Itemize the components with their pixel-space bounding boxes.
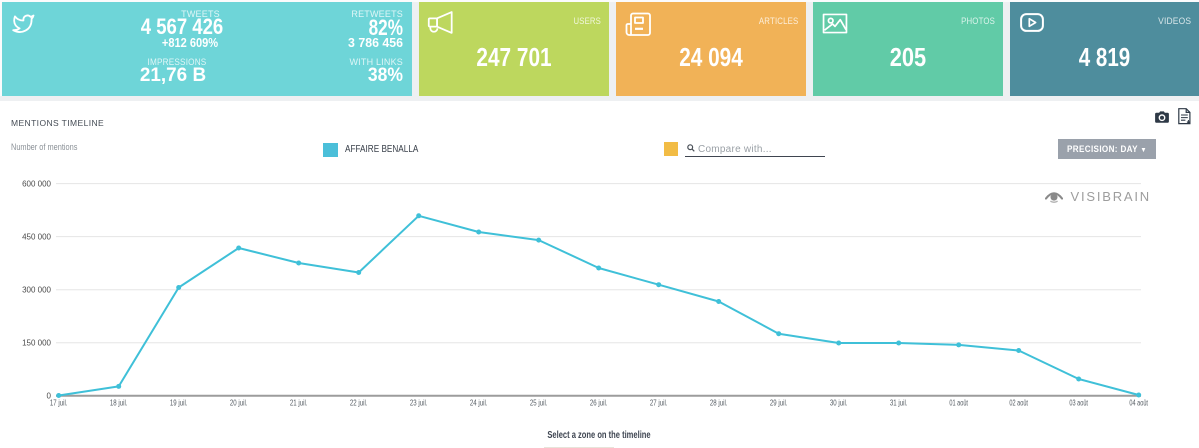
svg-text:21 juil.: 21 juil. — [290, 399, 308, 408]
svg-text:02 août: 02 août — [1009, 399, 1028, 408]
svg-text:25 juil.: 25 juil. — [530, 399, 548, 408]
svg-text:150 000: 150 000 — [22, 339, 51, 348]
svg-text:600 000: 600 000 — [22, 180, 51, 189]
svg-text:28 juil.: 28 juil. — [710, 399, 728, 408]
svg-text:29 juil.: 29 juil. — [770, 399, 788, 408]
svg-text:24 juil.: 24 juil. — [470, 399, 488, 408]
svg-text:17 juil.: 17 juil. — [50, 399, 68, 408]
svg-text:19 juil.: 19 juil. — [170, 399, 188, 408]
svg-text:04 août: 04 août — [1129, 399, 1148, 408]
svg-text:0: 0 — [47, 391, 52, 400]
svg-text:450 000: 450 000 — [22, 232, 51, 241]
svg-text:30 juil.: 30 juil. — [830, 399, 848, 408]
svg-text:03 août: 03 août — [1069, 399, 1088, 408]
svg-text:22 juil.: 22 juil. — [350, 399, 368, 408]
svg-text:31 juil.: 31 juil. — [890, 399, 908, 408]
svg-text:18 juil.: 18 juil. — [110, 399, 128, 408]
svg-text:300 000: 300 000 — [22, 286, 51, 295]
svg-text:26 juil.: 26 juil. — [590, 399, 608, 408]
svg-text:27 juil.: 27 juil. — [650, 399, 668, 408]
svg-text:20 juil.: 20 juil. — [230, 399, 248, 408]
svg-text:01 août: 01 août — [949, 399, 968, 408]
svg-text:23 juil.: 23 juil. — [410, 399, 428, 408]
